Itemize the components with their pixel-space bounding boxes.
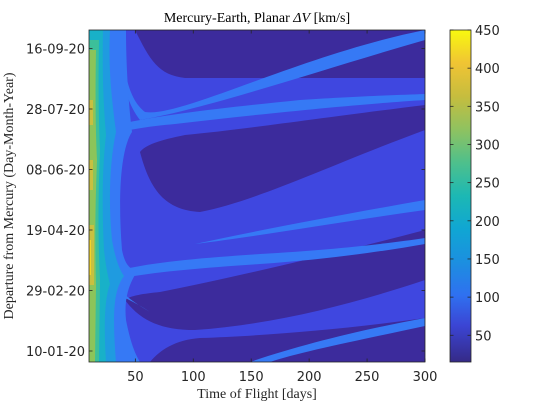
y-axis-ticks: 10-01-20 29-02-20 19-04-20 08-06-20 28-07-20… (26, 43, 425, 360)
colorbar-tick-label: 350 (475, 100, 500, 115)
contour-level-100 (114, 30, 425, 120)
x-tick-label: 200 (297, 370, 322, 385)
chart-title-symbol: ΔV (292, 11, 311, 26)
x-axis-label: Time of Flight [days] (197, 387, 317, 402)
contour-level-400 (89, 240, 91, 275)
colorbar-tick-label: 150 (475, 253, 500, 268)
colorbar-tick-label: 300 (475, 138, 500, 153)
colorbar (449, 29, 472, 363)
contour-level-100 (95, 94, 425, 140)
y-tick-label: 10-01-20 (26, 345, 85, 360)
chart-title: Mercury-Earth, Planar ΔV [km/s] (164, 11, 350, 26)
y-axis-label: Departure from Mercury (Day-Month-Year) (2, 72, 17, 319)
x-axis-ticks: 50 100 150 200 250 300 (127, 30, 437, 385)
colorbar-tick-label: 50 (475, 329, 492, 344)
colorbar-tick-label: 200 (475, 215, 500, 230)
colorbar-tick-label: 250 (475, 177, 500, 192)
contour-level-100 (195, 200, 425, 244)
contour-level-340 (89, 100, 94, 285)
x-tick-label: 250 (355, 370, 380, 385)
colorbar-ticks: 50 100 150 200 250 300 350 400 450 (450, 24, 500, 344)
y-tick-label: 28-07-20 (26, 103, 85, 118)
contour-level-100 (250, 318, 425, 362)
y-tick-label: 29-02-20 (26, 285, 85, 300)
colorbar-tick-label: 100 (475, 291, 500, 306)
colorbar-tick-label: 400 (475, 62, 500, 77)
x-tick-label: 100 (181, 370, 206, 385)
contour-level-15 (140, 105, 425, 212)
chart-title-prefix: Mercury-Earth, Planar (164, 11, 293, 26)
y-tick-label: 16-09-20 (26, 43, 85, 58)
x-tick-label: 150 (239, 370, 264, 385)
colorbar-tick-label: 450 (475, 24, 500, 39)
contour-level-15 (135, 30, 425, 78)
plot-frame (88, 29, 426, 363)
contour-level-100 (112, 238, 425, 280)
x-tick-label: 300 (413, 370, 438, 385)
contour-level-15 (150, 318, 425, 362)
y-tick-label: 08-06-20 (26, 164, 85, 179)
chart-title-unit: [km/s] (310, 11, 350, 26)
x-tick-label: 50 (127, 370, 144, 385)
contour-fill (89, 30, 425, 362)
y-tick-label: 19-04-20 (26, 224, 85, 239)
